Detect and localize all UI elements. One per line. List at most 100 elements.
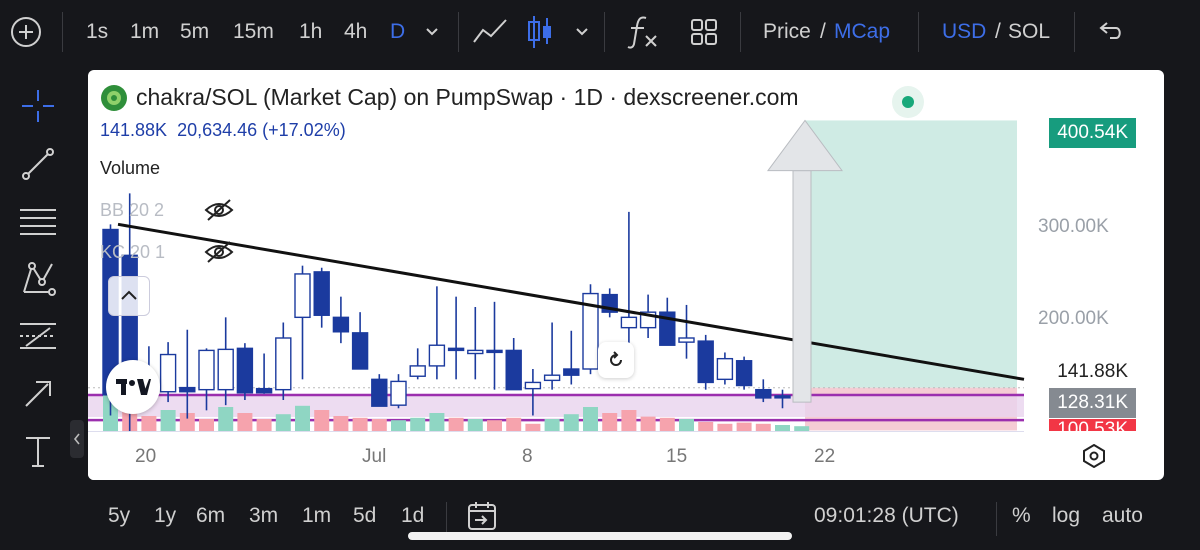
eye-hidden-icon[interactable] <box>204 240 234 264</box>
layout-grid-icon[interactable] <box>690 18 718 46</box>
divider <box>1074 12 1075 52</box>
volume-bar <box>602 413 618 431</box>
volume-bar <box>563 414 579 431</box>
candle-up <box>678 337 695 343</box>
price-toggle[interactable]: Price <box>763 20 811 43</box>
ohlc-change: 20,634.46 (+17.02%) <box>177 120 346 140</box>
add-plus-icon[interactable] <box>10 16 42 48</box>
chart-canvas[interactable] <box>88 70 1164 480</box>
timeframe-15m[interactable]: 15m <box>233 20 274 43</box>
timeframe-4h[interactable]: 4h <box>344 20 368 43</box>
volume-bar <box>199 419 214 431</box>
candle-up <box>159 353 177 393</box>
log-scale-toggle[interactable]: log <box>1052 504 1081 527</box>
candle-down <box>332 316 350 333</box>
candle-up <box>428 344 446 367</box>
trendline-icon[interactable] <box>20 146 56 182</box>
clock-readout[interactable]: 09:01:28 (UTC) <box>814 504 959 527</box>
volume-bar <box>506 417 522 431</box>
chart-title: chakra/SOL (Market Cap) on PumpSwap · 1D… <box>136 84 799 110</box>
volume-bar <box>295 405 310 431</box>
range-1y[interactable]: 1y <box>154 504 177 527</box>
divider <box>918 12 919 52</box>
undo-icon[interactable] <box>1096 20 1124 44</box>
x-tick-8: 8 <box>522 446 533 467</box>
auto-scale-toggle[interactable]: auto <box>1102 504 1143 527</box>
crosshair-icon[interactable] <box>20 88 56 124</box>
projection-icon[interactable] <box>18 318 58 354</box>
volume-bar <box>333 416 349 431</box>
chevron-down-icon[interactable] <box>574 24 590 40</box>
volume-legend: Volume <box>100 158 161 178</box>
drawing-toolbar <box>0 64 84 524</box>
volume-bar <box>448 417 464 431</box>
live-status-dot <box>892 86 924 118</box>
range-1d[interactable]: 1d <box>401 504 425 527</box>
volume-bar <box>218 407 234 431</box>
x-tick-15: 15 <box>666 446 688 467</box>
range-5d[interactable]: 5d <box>353 504 377 527</box>
volume-bar <box>275 414 291 431</box>
volume-bar <box>659 417 675 431</box>
divider <box>458 12 459 52</box>
tradingview-logo <box>106 360 160 414</box>
candle-down <box>236 347 254 394</box>
candle-down <box>486 349 503 354</box>
text-tool-icon[interactable] <box>22 434 54 470</box>
timeframe-1m[interactable]: 1m <box>130 20 160 43</box>
pattern-icon[interactable] <box>20 260 56 296</box>
collapse-legend-button[interactable] <box>108 276 150 316</box>
timeframe-1h[interactable]: 1h <box>299 20 323 43</box>
x-tick-jul: Jul <box>362 446 387 467</box>
range-5y[interactable]: 5y <box>108 504 131 527</box>
candle-down <box>735 360 753 387</box>
timeframe-5m[interactable]: 5m <box>180 20 210 43</box>
volume-bar <box>256 419 272 431</box>
candlestick-icon[interactable] <box>526 14 554 50</box>
eye-hidden-icon[interactable] <box>204 198 234 222</box>
reset-chart-button[interactable] <box>598 342 634 378</box>
volume-bar <box>410 417 426 431</box>
volume-bar <box>525 423 541 431</box>
chevron-down-icon[interactable] <box>424 24 440 40</box>
descending-trendline <box>117 222 1025 381</box>
range-6m[interactable]: 6m <box>196 504 226 527</box>
volume-bar <box>371 419 387 431</box>
bb-legend[interactable]: BB 20 2 <box>100 200 165 220</box>
volume-bar <box>391 420 406 431</box>
candle-up <box>543 374 561 382</box>
range-3m[interactable]: 3m <box>249 504 279 527</box>
chart-panel[interactable]: chakra/SOL (Market Cap) on PumpSwap · 1D… <box>88 70 1164 480</box>
divider <box>62 12 63 52</box>
line-chart-icon[interactable] <box>472 16 508 48</box>
sol-toggle[interactable]: SOL <box>1008 20 1051 43</box>
target-zone <box>805 120 1017 388</box>
volume-bar <box>314 410 330 431</box>
bottom-toolbar: 5y 1y 6m 3m 1m 5d 1d 09:01:28 (UTC) % lo… <box>0 488 1200 550</box>
fib-retracement-icon[interactable] <box>18 204 58 240</box>
indicators-fx-icon[interactable] <box>626 14 660 50</box>
candle-down <box>351 332 369 370</box>
volume-bar <box>467 419 483 431</box>
crosshair-price-tag: 128.31K <box>1049 388 1136 418</box>
usd-toggle[interactable]: USD <box>942 20 987 43</box>
brush-arrow-icon[interactable] <box>20 376 56 412</box>
percent-scale-toggle[interactable]: % <box>1012 504 1031 527</box>
volume-bar <box>583 407 598 431</box>
x-axis <box>88 431 1024 480</box>
stop-price-tag: 100.53K <box>1049 419 1136 431</box>
mcap-toggle[interactable]: MCap <box>834 20 891 43</box>
candle-down <box>447 347 465 352</box>
chart-settings-icon[interactable] <box>1082 444 1106 468</box>
divider <box>604 12 605 52</box>
range-1m[interactable]: 1m <box>302 504 332 527</box>
timeframe-1s[interactable]: 1s <box>86 20 109 43</box>
collapse-toolbar-handle[interactable] <box>70 420 84 458</box>
kc-legend[interactable]: KC 20 1 <box>100 242 166 262</box>
go-to-date-icon[interactable] <box>466 500 498 532</box>
token-logo-icon <box>101 85 127 111</box>
volume-bar <box>640 416 656 431</box>
candle-up <box>390 380 407 406</box>
volume-bar <box>141 416 157 431</box>
timeframe-d[interactable]: D <box>390 20 406 43</box>
